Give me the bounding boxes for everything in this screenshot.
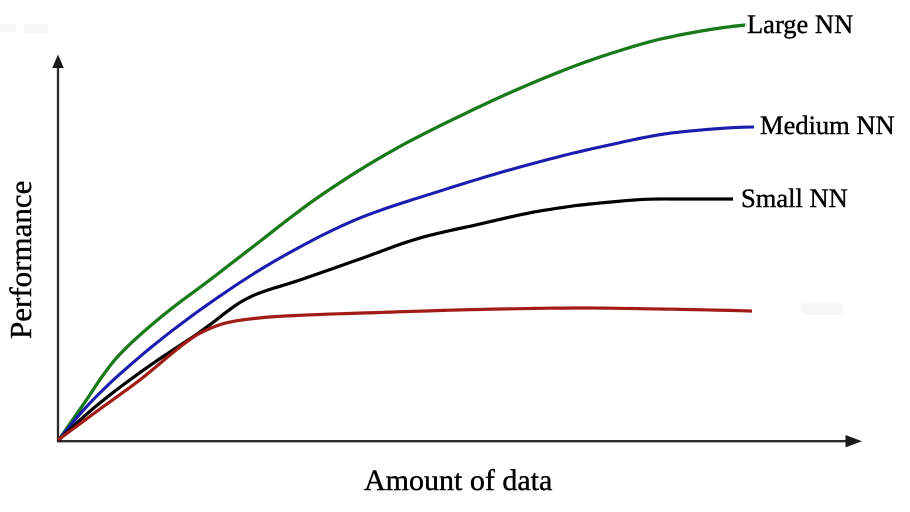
svg-text:Medium NN: Medium NN [760, 110, 895, 140]
svg-text:Large NN: Large NN [747, 9, 853, 39]
svg-text:Performance: Performance [3, 181, 38, 339]
svg-text:Small NN: Small NN [741, 183, 848, 213]
svg-text:Amount of data: Amount of data [364, 464, 552, 497]
